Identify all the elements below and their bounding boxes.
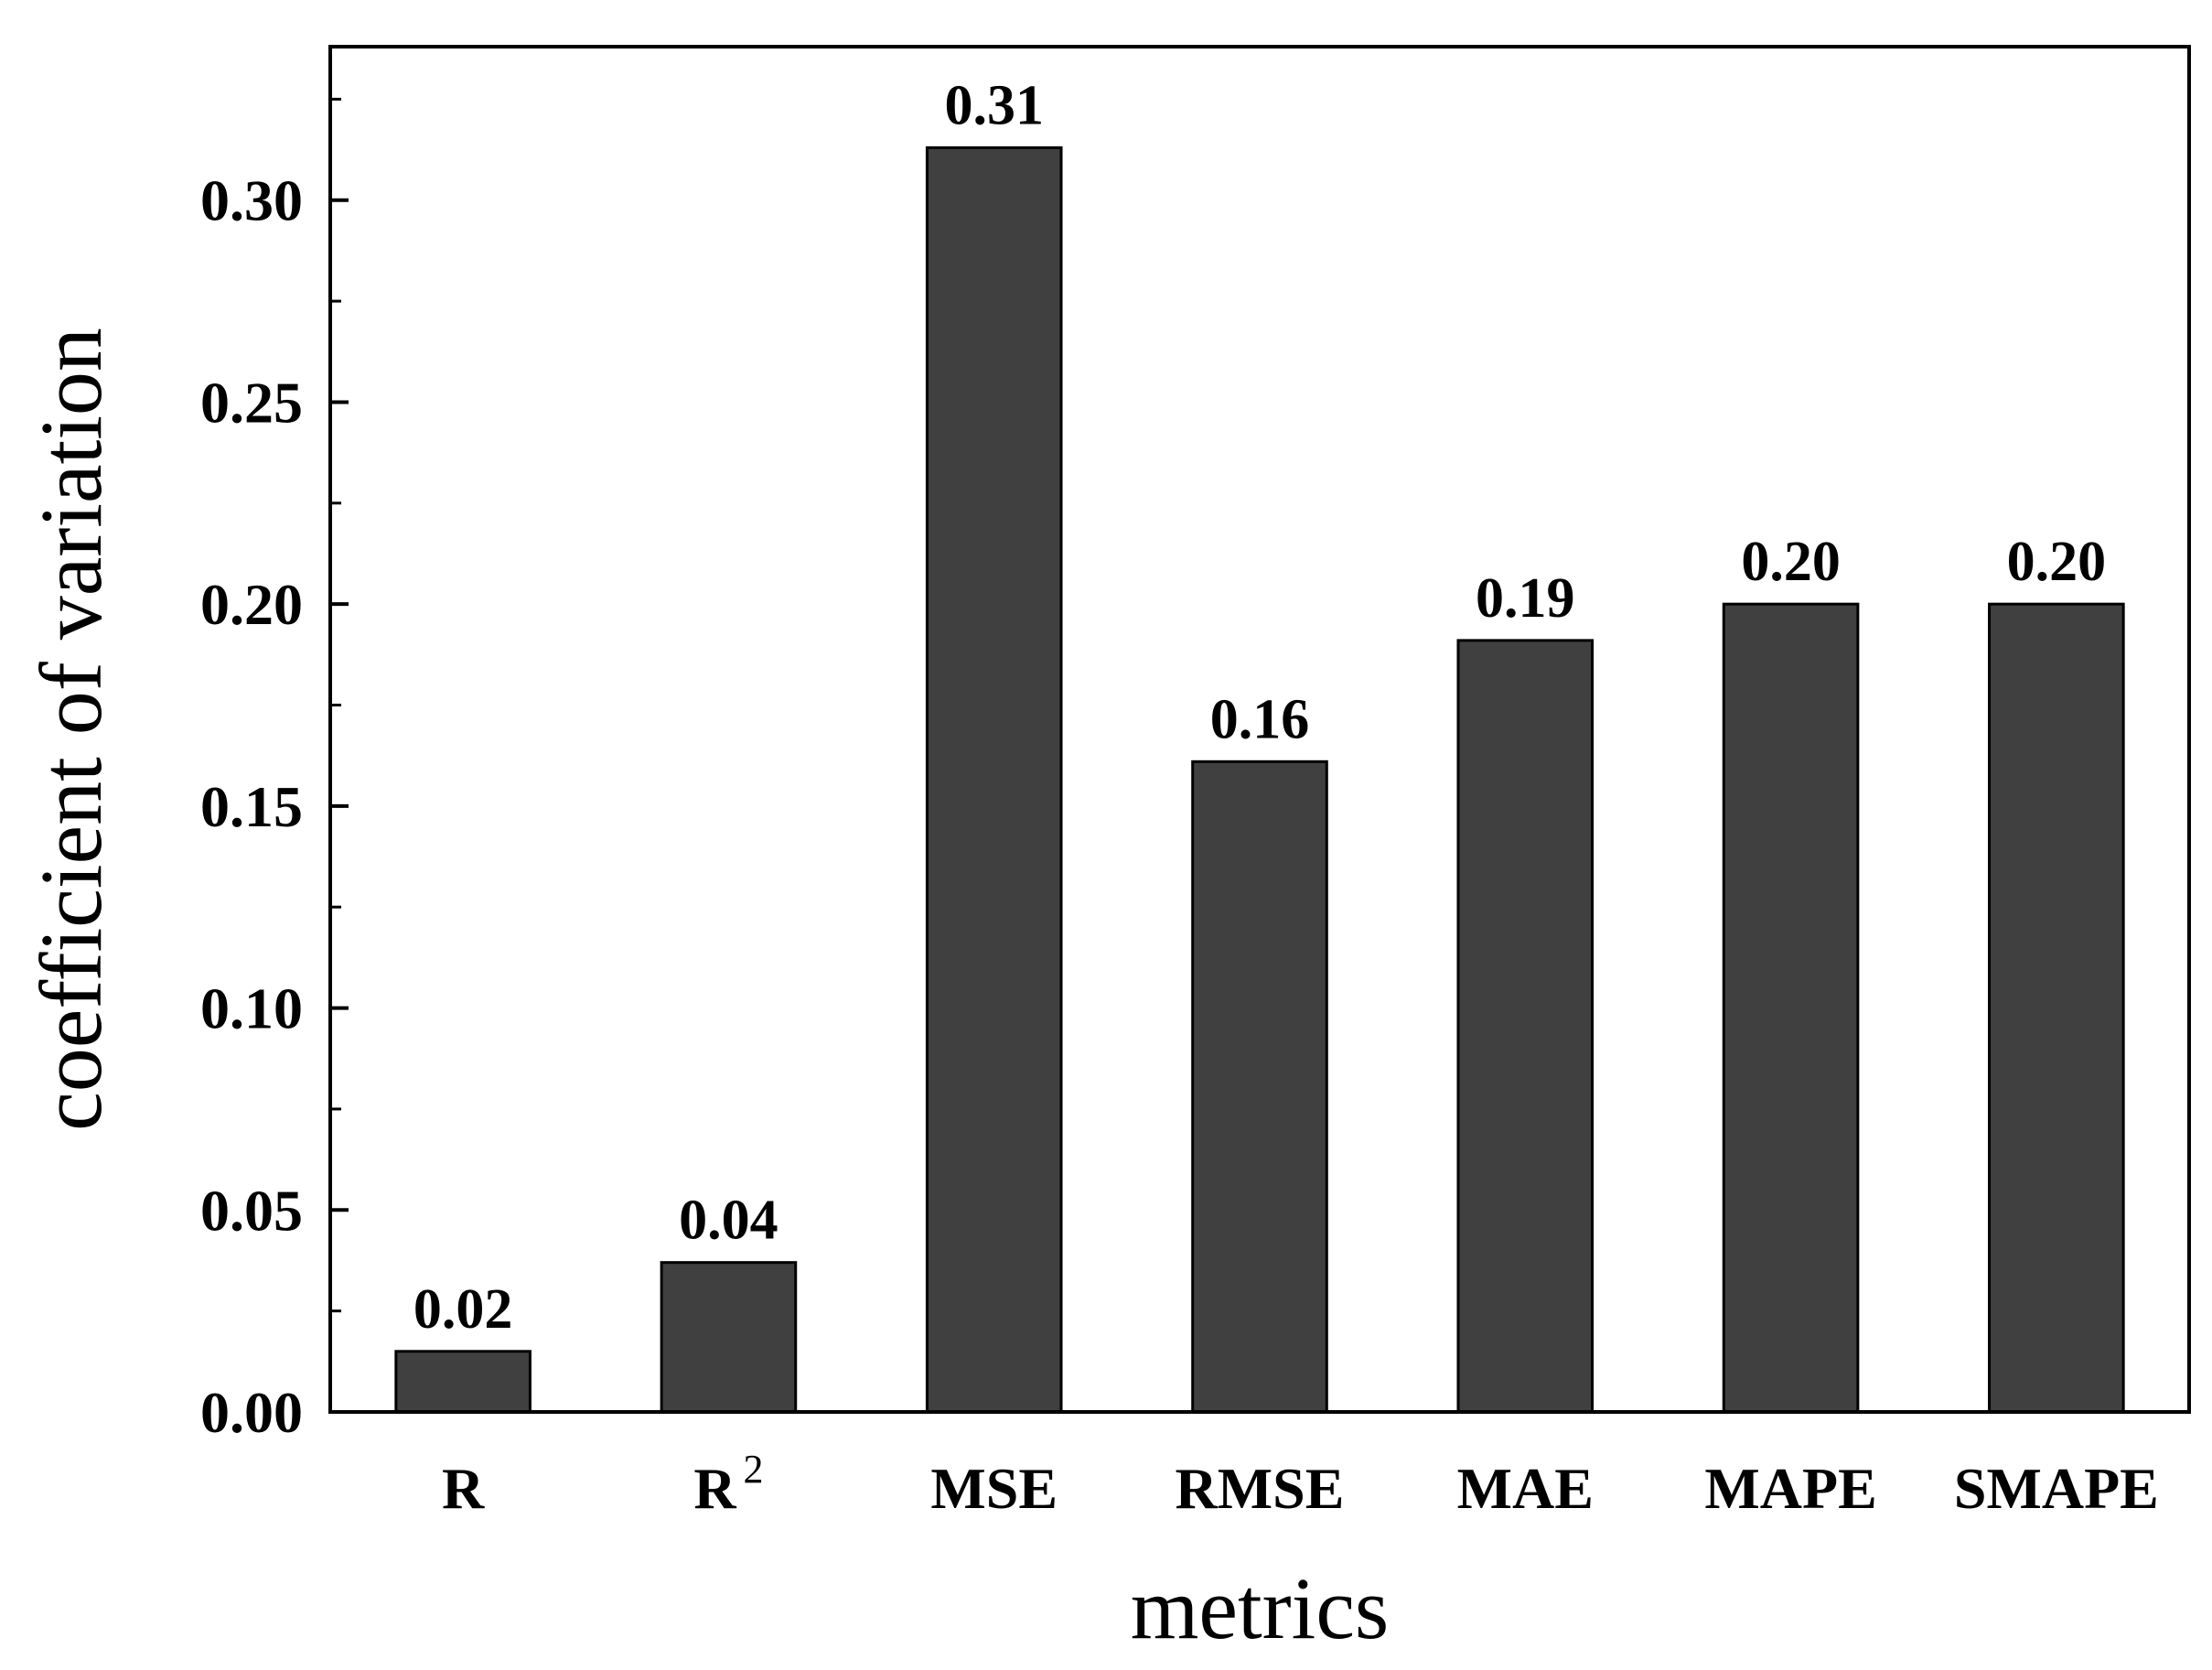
- data-label-3: 0.16: [1210, 688, 1310, 750]
- bar-4: [1456, 639, 1595, 1414]
- data-label-0: 0.02: [413, 1278, 513, 1341]
- y-tick-label-4: 0.20: [200, 572, 303, 637]
- bar-0: [394, 1350, 532, 1414]
- y-axis-title: coefficient of variation: [22, 328, 120, 1131]
- x-tick-label-0: R: [442, 1456, 485, 1521]
- y-tick-label-1: 0.05: [200, 1178, 303, 1243]
- bar-2: [925, 145, 1063, 1414]
- bar-1: [660, 1261, 798, 1414]
- data-label-2: 0.31: [944, 74, 1044, 136]
- data-label-6: 0.20: [2007, 531, 2107, 593]
- y-tick-label-2: 0.10: [200, 976, 303, 1041]
- data-label-5: 0.20: [1741, 531, 1841, 593]
- y-tick-label-5: 0.25: [200, 370, 303, 435]
- plot-frame: [328, 45, 2191, 1414]
- bar-6: [1988, 602, 2125, 1414]
- x-tick-label-6: SMAPE: [1954, 1456, 2159, 1521]
- x-tick-label-2: MSE: [930, 1456, 1058, 1521]
- x-axis-title: metrics: [1131, 1559, 1390, 1657]
- x-tick-label-4: MAE: [1457, 1456, 1594, 1521]
- y-tick-label-0: 0.00: [200, 1380, 303, 1445]
- x-tick-label-3: RMSE: [1176, 1456, 1345, 1521]
- bar-3: [1191, 760, 1328, 1414]
- data-label-4: 0.19: [1476, 567, 1575, 630]
- x-tick-label-5: MAPE: [1704, 1456, 1876, 1521]
- y-tick-label-3: 0.15: [200, 774, 303, 839]
- y-ticks-group: R R 2 MSE RMSE MAE MAPE SMAPE 0.00 0.05 0.10 0.15 0.…: [200, 97, 2159, 1521]
- bars-group: 0.02 0.04 0.31 0.16 0.19 0.20 0.20: [394, 74, 2125, 1414]
- y-tick-label-6: 0.30: [200, 168, 303, 233]
- bar-5: [1722, 602, 1860, 1414]
- data-label-1: 0.04: [679, 1190, 778, 1252]
